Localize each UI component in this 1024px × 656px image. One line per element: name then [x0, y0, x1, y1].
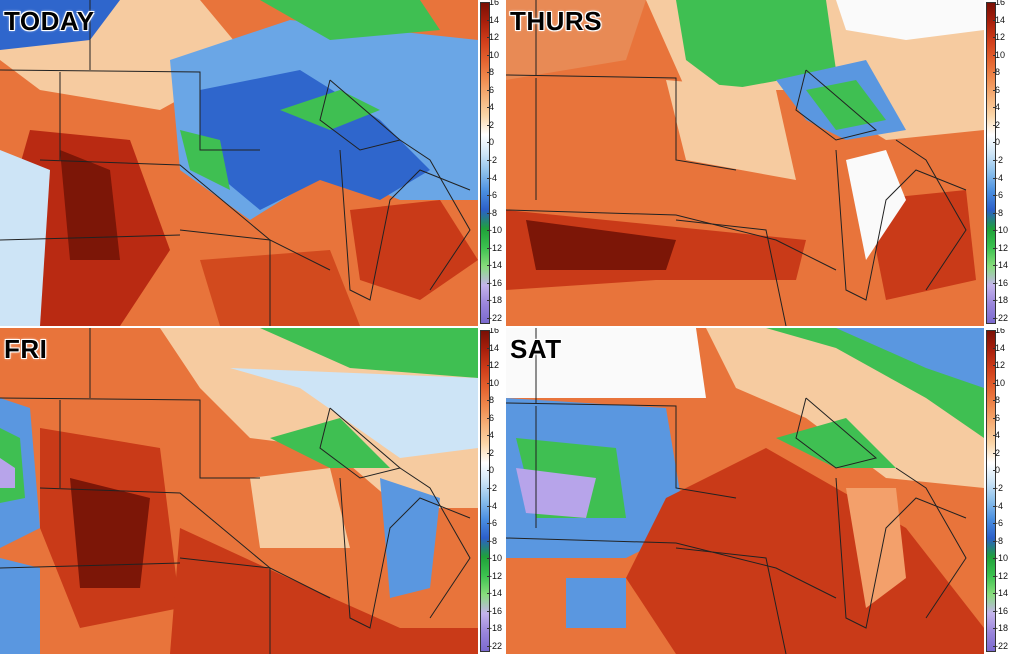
- colorbar-tick-label: -4: [486, 500, 498, 511]
- colorbar-tick-label: -2: [486, 483, 498, 493]
- colorbar-tick-label: -22: [486, 641, 503, 651]
- colorbar-tick-label: 16: [486, 328, 500, 335]
- colorbar-tick-label: 14: [992, 14, 1006, 25]
- colorbar-tick-label: 16: [992, 0, 1006, 7]
- colorbar-tick-label: -22: [486, 313, 503, 323]
- colorbar-tick-label: -12: [486, 242, 503, 253]
- panel-title-sat: SAT: [510, 334, 562, 364]
- colorbar-tick-label: 14: [992, 342, 1006, 353]
- colorbar-today: 16 14 12 10 8 6 4 2 0 -2 -4 -6 -8 -10 -12 -14 -16 -18 -22: [478, 0, 506, 326]
- colorbar-tick-label: -2: [992, 483, 1004, 493]
- colorbar-tick-label: 12: [992, 360, 1006, 371]
- colorbar-tick-label: -6: [486, 190, 498, 201]
- colorbar-tick-label: 4: [486, 102, 495, 113]
- colorbar-tick-label: 8: [486, 395, 495, 406]
- panel-fri: FRI 16 14 12 10 8 6 4 2 0 -2 -4 -6 -8 -10 -12 -14 -16 -18…: [0, 328, 506, 654]
- colorbar-tick-label: -6: [992, 190, 1004, 201]
- colorbar-tick-label: -10: [992, 225, 1009, 236]
- panel-thurs: THURS 16 14 12 10 8 6 4 2 0 -2 -4 -6 -8 -10 -12 -14 -16 -…: [506, 0, 1012, 326]
- colorbar-tick-label: -12: [486, 570, 503, 581]
- colorbar-tick-label: 10: [992, 377, 1006, 388]
- temperature-map-thurs: [506, 0, 984, 326]
- colorbar-tick-label: -8: [992, 207, 1004, 218]
- colorbar-tick-label: -4: [486, 172, 498, 183]
- colorbar-tick-label: 2: [992, 447, 1001, 458]
- colorbar-tick-label: -18: [486, 295, 503, 306]
- colorbar-tick-label: 12: [992, 32, 1006, 43]
- colorbar-tick-label: -18: [992, 295, 1009, 306]
- colorbar-tick-label: 6: [486, 412, 495, 423]
- colorbar-tick-label: 2: [486, 119, 495, 130]
- colorbar-tick-label: -2: [486, 155, 498, 165]
- colorbar-thurs: 16 14 12 10 8 6 4 2 0 -2 -4 -6 -8 -10 -12 -14 -16 -18 -22: [984, 0, 1012, 326]
- colorbar-tick-label: 0: [486, 137, 495, 148]
- colorbar-strip: [480, 2, 490, 324]
- colorbar-tick-label: -6: [992, 518, 1004, 529]
- colorbar-tick-label: -8: [992, 535, 1004, 546]
- colorbar-tick-label: -18: [486, 623, 503, 634]
- panel-title-thurs: THURS: [510, 6, 603, 36]
- colorbar-tick-label: -4: [992, 500, 1004, 511]
- colorbar-tick-label: 6: [486, 84, 495, 95]
- colorbar-tick-label: -6: [486, 518, 498, 529]
- colorbar-tick-label: 8: [992, 395, 1001, 406]
- colorbar-tick-label: -16: [992, 605, 1009, 616]
- colorbar-tick-label: 10: [486, 49, 500, 60]
- colorbar-tick-label: 14: [486, 342, 500, 353]
- colorbar-tick-label: -10: [486, 225, 503, 236]
- colorbar-tick-label: -16: [992, 277, 1009, 288]
- colorbar-tick-label: 0: [992, 137, 1001, 148]
- colorbar-tick-label: -16: [486, 605, 503, 616]
- panel-title-today: TODAY: [4, 6, 95, 36]
- temperature-map-today: [0, 0, 478, 326]
- temperature-map-sat: [506, 328, 984, 654]
- colorbar-tick-label: -10: [486, 553, 503, 564]
- colorbar-tick-label: 4: [992, 102, 1001, 113]
- colorbar-tick-label: 6: [992, 84, 1001, 95]
- colorbar-tick-label: 4: [486, 430, 495, 441]
- colorbar-tick-label: -14: [486, 260, 503, 271]
- panel-title-fri: FRI: [4, 334, 48, 364]
- colorbar-strip: [986, 330, 996, 652]
- colorbar-tick-label: -22: [992, 641, 1009, 651]
- colorbar-tick-label: -18: [992, 623, 1009, 634]
- colorbar-tick-label: 2: [486, 447, 495, 458]
- colorbar-tick-label: -14: [486, 588, 503, 599]
- colorbar-tick-label: 6: [992, 412, 1001, 423]
- colorbar-tick-label: -8: [486, 535, 498, 546]
- colorbar-tick-label: -2: [992, 155, 1004, 165]
- colorbar-tick-label: -12: [992, 570, 1009, 581]
- colorbar-sat: 16 14 12 10 8 6 4 2 0 -2 -4 -6 -8 -10 -12 -14 -16 -18 -22: [984, 328, 1012, 654]
- colorbar-tick-label: 10: [992, 49, 1006, 60]
- colorbar-tick-label: 2: [992, 119, 1001, 130]
- colorbar-tick-label: 16: [992, 328, 1006, 335]
- colorbar-tick-label: -14: [992, 588, 1009, 599]
- colorbar-tick-label: 0: [486, 465, 495, 476]
- colorbar-tick-label: 0: [992, 465, 1001, 476]
- colorbar-tick-label: 12: [486, 32, 500, 43]
- colorbar-strip: [986, 2, 996, 324]
- panel-today: TODAY 16 14 12 10 8 6 4 2 0 -2 -4 -6 -8 -10 -12 -14 -16 -…: [0, 0, 506, 326]
- colorbar-tick-label: -22: [992, 313, 1009, 323]
- temperature-map-fri: [0, 328, 478, 654]
- colorbar-tick-label: 10: [486, 377, 500, 388]
- colorbar-tick-label: -10: [992, 553, 1009, 564]
- colorbar-tick-label: 14: [486, 14, 500, 25]
- colorbar-tick-label: 8: [486, 67, 495, 78]
- colorbar-fri: 16 14 12 10 8 6 4 2 0 -2 -4 -6 -8 -10 -12 -14 -16 -18 -22: [478, 328, 506, 654]
- colorbar-tick-label: -12: [992, 242, 1009, 253]
- colorbar-tick-label: 12: [486, 360, 500, 371]
- colorbar-tick-label: 4: [992, 430, 1001, 441]
- colorbar-strip: [480, 330, 490, 652]
- colorbar-tick-label: 16: [486, 0, 500, 7]
- colorbar-tick-label: -8: [486, 207, 498, 218]
- colorbar-tick-label: -14: [992, 260, 1009, 271]
- colorbar-tick-label: 8: [992, 67, 1001, 78]
- panel-sat: SAT 16 14 12 10 8 6 4 2 0 -2 -4 -6 -8 -10 -12 -14 -16 -18…: [506, 328, 1012, 654]
- colorbar-tick-label: -16: [486, 277, 503, 288]
- colorbar-tick-label: -4: [992, 172, 1004, 183]
